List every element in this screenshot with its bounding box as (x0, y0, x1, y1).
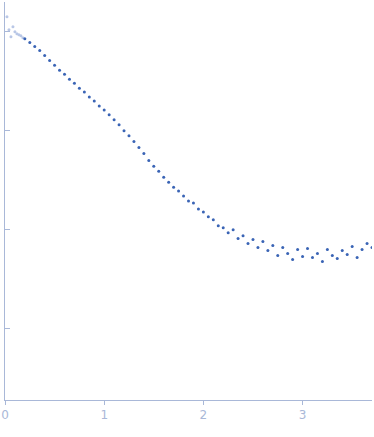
svg-text:0: 0 (1, 408, 9, 422)
svg-text:3: 3 (299, 408, 307, 422)
svg-text:1: 1 (100, 408, 108, 422)
svg-text:2: 2 (200, 408, 208, 422)
